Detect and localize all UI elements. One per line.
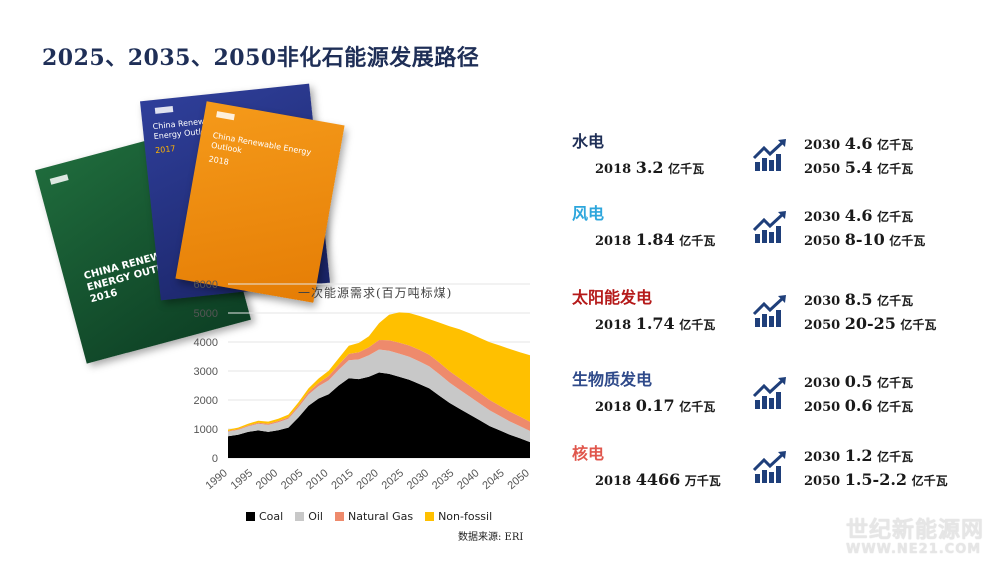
target-capacity-2050: 2050 8-10 亿千瓦 xyxy=(804,230,926,249)
x-tick-label: 2045 xyxy=(480,467,506,492)
chart-legend: Coal Oil Natural Gas Non-fossil xyxy=(246,510,492,523)
legend-item-coal: Coal xyxy=(246,510,283,523)
target-capacity-2030: 2030 8.5 亿千瓦 xyxy=(804,290,914,309)
legend-item-oil: Oil xyxy=(295,510,323,523)
target-capacity-2050: 2050 20-25 亿千瓦 xyxy=(804,314,937,333)
x-tick-label: 2050 xyxy=(505,467,531,492)
cover-2018-year: 2018 xyxy=(207,154,230,167)
legend-item-non-fossil: Non-fossil xyxy=(425,510,492,523)
target-capacity-2050: 2050 5.4 亿千瓦 xyxy=(804,158,914,177)
category-title: 生物质发电 xyxy=(572,370,653,389)
y-tick-label: 2000 xyxy=(194,395,218,407)
x-tick-label: 1990 xyxy=(203,467,229,492)
x-tick-label: 2015 xyxy=(329,467,355,492)
y-tick-label: 4000 xyxy=(194,337,218,349)
x-tick-label: 2025 xyxy=(380,467,406,492)
x-tick-label: 2040 xyxy=(455,467,481,492)
y-tick-label: 0 xyxy=(212,453,218,465)
category-title: 水电 xyxy=(572,132,605,151)
legend-item-natural-gas: Natural Gas xyxy=(335,510,413,523)
current-capacity: 2018 3.2 亿千瓦 xyxy=(595,158,705,177)
growth-arrow-icon xyxy=(752,451,786,483)
data-source: 数据来源: ERI xyxy=(458,532,524,543)
growth-arrow-icon xyxy=(752,377,786,409)
growth-arrow-icon xyxy=(752,295,786,327)
growth-arrow-icon xyxy=(752,139,786,171)
target-capacity-2030: 2030 1.2 亿千瓦 xyxy=(804,446,914,465)
x-tick-label: 2035 xyxy=(430,467,456,492)
cover-2017-year: 2017 xyxy=(154,144,176,156)
logo-mark xyxy=(216,111,235,121)
area-non-fossil xyxy=(228,312,530,431)
target-capacity-2050: 2050 1.5-2.2 亿千瓦 xyxy=(804,470,948,489)
category-title: 核电 xyxy=(572,444,605,463)
target-capacity-2030: 2030 0.5 亿千瓦 xyxy=(804,372,914,391)
target-capacity-2050: 2050 0.6 亿千瓦 xyxy=(804,396,914,415)
y-tick-label: 1000 xyxy=(194,424,218,436)
y-tick-label: 6000 xyxy=(194,280,218,291)
area-oil xyxy=(228,349,530,443)
category-title: 风电 xyxy=(572,204,605,223)
legend-swatch xyxy=(335,512,344,521)
current-capacity: 2018 1.84 亿千瓦 xyxy=(595,230,716,249)
legend-swatch xyxy=(246,512,255,521)
target-capacity-2030: 2030 4.6 亿千瓦 xyxy=(804,134,914,153)
legend-swatch xyxy=(295,512,305,521)
logo-mark xyxy=(49,174,69,185)
y-tick-label: 3000 xyxy=(194,366,218,378)
area-coal xyxy=(228,372,530,458)
current-capacity: 2018 4466 万千瓦 xyxy=(595,470,721,489)
energy-demand-chart: 0100020003000400050006000199019952000200… xyxy=(194,280,532,492)
current-capacity: 2018 1.74 亿千瓦 xyxy=(595,314,716,333)
y-tick-label: 5000 xyxy=(194,308,218,320)
x-tick-label: 1995 xyxy=(229,467,255,492)
x-tick-label: 2000 xyxy=(254,467,280,492)
target-capacity-2030: 2030 4.6 亿千瓦 xyxy=(804,206,914,225)
x-tick-label: 2010 xyxy=(304,467,330,492)
growth-arrow-icon xyxy=(752,211,786,243)
x-tick-label: 2020 xyxy=(354,467,380,492)
logo-mark xyxy=(154,106,174,114)
current-capacity: 2018 0.17 亿千瓦 xyxy=(595,396,716,415)
x-tick-label: 2005 xyxy=(279,467,305,492)
area-natural-gas xyxy=(228,340,530,432)
x-tick-label: 2030 xyxy=(405,467,431,492)
watermark: 世纪新能源网 WWW.NE21.COM xyxy=(846,518,985,557)
page-title: 2025、2035、2050非化石能源发展路径 xyxy=(42,45,480,71)
legend-swatch xyxy=(425,512,435,521)
chart-title: 一次能源需求(百万吨标煤) xyxy=(298,286,453,300)
category-title: 太阳能发电 xyxy=(572,288,653,307)
